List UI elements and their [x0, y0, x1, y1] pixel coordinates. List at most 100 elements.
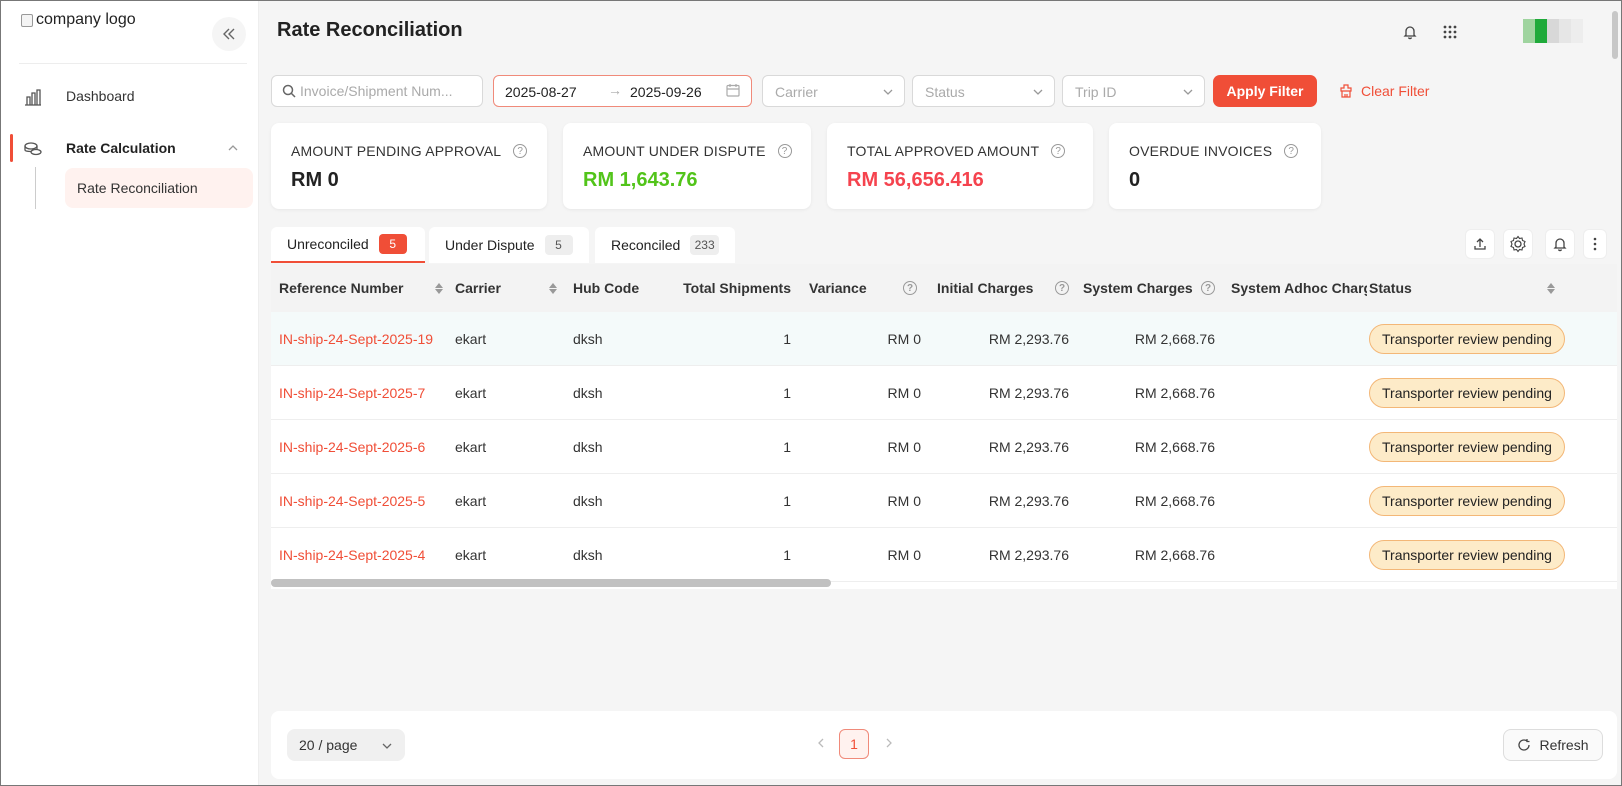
- trip-id-placeholder: Trip ID: [1075, 84, 1117, 100]
- stat-card-overdue-invoices: OVERDUE INVOICES? 0: [1109, 123, 1321, 209]
- chevron-down-icon: [1033, 89, 1043, 95]
- column-header-carrier[interactable]: Carrier: [455, 264, 557, 312]
- stat-title: AMOUNT PENDING APPROVAL?: [291, 143, 528, 159]
- reference-link[interactable]: IN-ship-24-Sept-2025-7: [279, 385, 426, 401]
- status-select[interactable]: Status: [912, 75, 1055, 107]
- table-row[interactable]: IN-ship-24-Sept-2025-4 ekart dksh 1 RM 0…: [271, 528, 1617, 582]
- hub-code-cell: dksh: [573, 385, 603, 401]
- collapse-sidebar-button[interactable]: [212, 17, 246, 51]
- sidebar-subitem-rate-reconciliation[interactable]: Rate Reconciliation: [65, 168, 253, 208]
- tab-unreconciled[interactable]: Unreconciled 5: [271, 227, 425, 263]
- settings-button[interactable]: [1503, 229, 1533, 259]
- search-input[interactable]: [300, 83, 470, 99]
- clear-filter-button[interactable]: Clear Filter: [1339, 75, 1429, 107]
- help-icon[interactable]: ?: [777, 144, 792, 158]
- more-options-button[interactable]: [1583, 229, 1607, 259]
- column-header-status[interactable]: Status: [1367, 264, 1555, 312]
- column-header-system-charges: System Charges ?: [1083, 264, 1215, 312]
- next-page-icon[interactable]: [883, 737, 895, 749]
- clear-filter-label: Clear Filter: [1361, 83, 1430, 99]
- double-chevron-left-icon: [223, 28, 235, 40]
- chevron-down-icon: [883, 89, 893, 95]
- horizontal-scrollbar[interactable]: [271, 579, 831, 587]
- status-badge: Transporter review pending: [1369, 378, 1565, 408]
- sidebar-subitem-label: Rate Reconciliation: [77, 180, 198, 196]
- stat-value: RM 56,656.416: [847, 169, 984, 191]
- column-header-variance: Variance ?: [809, 264, 917, 312]
- sort-icon[interactable]: [1547, 282, 1555, 294]
- table-row[interactable]: IN-ship-24-Sept-2025-7 ekart dksh 1 RM 0…: [271, 366, 1617, 420]
- page-number-button[interactable]: 1: [839, 729, 869, 759]
- date-range-picker[interactable]: 2025-08-27 → 2025-09-26: [493, 75, 752, 107]
- status-cell: Transporter review pending: [1369, 420, 1565, 474]
- bell-icon: [1553, 238, 1567, 252]
- upload-icon: [1474, 238, 1486, 250]
- table-row[interactable]: IN-ship-24-Sept-2025-5 ekart dksh 1 RM 0…: [271, 474, 1617, 528]
- sort-icon[interactable]: [435, 282, 443, 294]
- stat-card-pending-approval: AMOUNT PENDING APPROVAL? RM 0: [271, 123, 547, 209]
- system-charges-cell: RM 2,668.76: [1134, 385, 1215, 401]
- trip-id-select[interactable]: Trip ID: [1062, 75, 1205, 107]
- table-row[interactable]: IN-ship-24-Sept-2025-19 ekart dksh 1 RM …: [271, 312, 1617, 366]
- initial-charges-cell: RM 2,293.76: [988, 547, 1069, 563]
- apply-filter-button[interactable]: Apply Filter: [1213, 75, 1317, 107]
- clear-filter-icon: [1340, 84, 1352, 98]
- reference-link[interactable]: IN-ship-24-Sept-2025-6: [279, 439, 426, 455]
- carrier-cell: ekart: [455, 547, 487, 563]
- sidebar-item-rate-calculation[interactable]: Rate Calculation: [1, 128, 259, 168]
- user-avatar[interactable]: [1523, 19, 1583, 43]
- hub-code-cell: dksh: [573, 439, 603, 455]
- sidebar: company logo Dashboard Rate Calculation …: [1, 1, 259, 785]
- date-from[interactable]: 2025-08-27: [505, 84, 577, 100]
- page-size-value: 20 / page: [299, 737, 358, 753]
- variance-cell: RM 0: [887, 385, 921, 401]
- notifications-button[interactable]: [1399, 21, 1421, 43]
- column-header-system-adhoc-charge: System Adhoc Charge: [1231, 280, 1367, 296]
- sort-icon[interactable]: [549, 282, 557, 294]
- stat-value: 0: [1129, 169, 1141, 191]
- apps-button[interactable]: [1439, 21, 1461, 43]
- help-icon[interactable]: ?: [1201, 281, 1215, 295]
- carrier-select[interactable]: Carrier: [762, 75, 905, 107]
- help-icon[interactable]: ?: [1284, 144, 1299, 158]
- search-box[interactable]: [271, 75, 483, 107]
- alerts-button[interactable]: [1545, 229, 1575, 259]
- column-header-initial-charges: Initial Charges ?: [937, 264, 1069, 312]
- export-button[interactable]: [1465, 229, 1495, 259]
- previous-page-icon[interactable]: [815, 737, 827, 749]
- header: Rate Reconciliation: [259, 1, 1621, 63]
- system-charges-cell: RM 2,668.76: [1134, 439, 1215, 455]
- status-badge: Transporter review pending: [1369, 486, 1565, 516]
- search-icon: [282, 84, 296, 98]
- system-charges-cell: RM 2,668.76: [1134, 493, 1215, 509]
- system-adhoc-charge-cell: [1231, 312, 1367, 366]
- sidebar-item-dashboard[interactable]: Dashboard: [1, 76, 259, 116]
- date-to[interactable]: 2025-09-26: [630, 84, 702, 100]
- reference-link[interactable]: IN-ship-24-Sept-2025-4: [279, 547, 426, 563]
- refresh-button[interactable]: Refresh: [1503, 729, 1603, 761]
- help-icon[interactable]: ?: [513, 144, 528, 158]
- reference-link[interactable]: IN-ship-24-Sept-2025-19: [279, 331, 434, 347]
- refresh-label: Refresh: [1539, 737, 1589, 753]
- tab-reconciled[interactable]: Reconciled 233: [595, 227, 735, 263]
- help-icon[interactable]: ?: [1051, 144, 1066, 158]
- tab-count-badge: 233: [690, 235, 719, 255]
- help-icon[interactable]: ?: [1055, 281, 1069, 295]
- table-row[interactable]: IN-ship-24-Sept-2025-6 ekart dksh 1 RM 0…: [271, 420, 1617, 474]
- reference-link[interactable]: IN-ship-24-Sept-2025-5: [279, 493, 426, 509]
- sidebar-item-label: Dashboard: [66, 88, 135, 104]
- page-scrollbar[interactable]: [1611, 11, 1619, 59]
- pagination-bar: 20 / page 1 Refresh: [271, 711, 1617, 779]
- help-icon[interactable]: ?: [903, 281, 917, 295]
- hub-code-cell: dksh: [573, 547, 603, 563]
- stat-value: RM 0: [291, 169, 339, 191]
- tab-under-dispute[interactable]: Under Dispute 5: [429, 227, 589, 263]
- page-size-select[interactable]: 20 / page: [287, 729, 405, 761]
- column-header-reference[interactable]: Reference Number: [279, 264, 443, 312]
- carrier-placeholder: Carrier: [775, 84, 818, 100]
- initial-charges-cell: RM 2,293.76: [988, 493, 1069, 509]
- tab-count-badge: 5: [544, 235, 573, 255]
- initial-charges-cell: RM 2,293.76: [988, 385, 1069, 401]
- grid-icon: [1443, 25, 1457, 39]
